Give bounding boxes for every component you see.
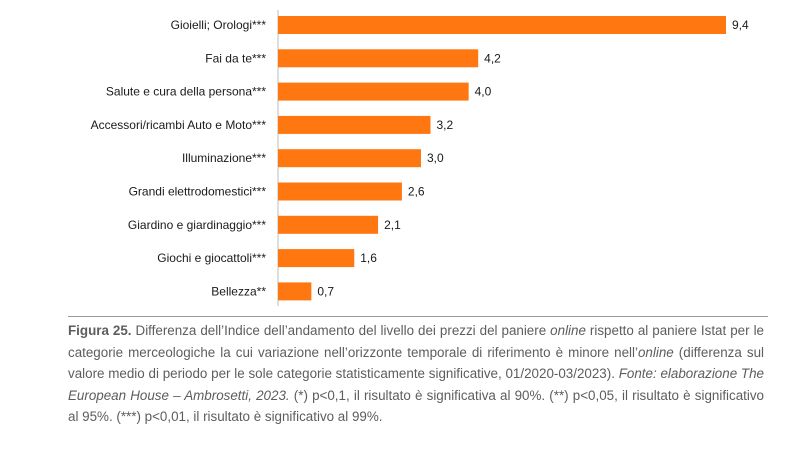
value-label: 1,6 <box>360 251 377 265</box>
caption-online-1: online <box>550 323 586 338</box>
bar <box>278 182 402 201</box>
caption-text-3: (differenza sul valore medio di periodo … <box>68 344 764 382</box>
caption-online-2: online <box>637 344 674 360</box>
bar <box>278 115 431 134</box>
category-label: Gioielli; Orologi*** <box>171 18 267 32</box>
value-label: 4,0 <box>475 85 492 99</box>
category-label: Grandi elettrodomestici*** <box>129 185 267 199</box>
category-label: Illuminazione*** <box>182 151 266 165</box>
value-label: 3,0 <box>427 151 444 165</box>
caption-text-2: rispetto al paniere Istat per le categor… <box>68 323 764 360</box>
bar <box>278 149 421 168</box>
caption-notes: (*) p<0,1, il risultato è significativa … <box>68 387 764 425</box>
category-label: Fai da te*** <box>205 51 266 65</box>
value-label: 0,7 <box>317 284 334 298</box>
category-label: Giardino e giardinaggio*** <box>128 218 266 232</box>
caption-source: Fonte: elaborazione The European House –… <box>68 366 764 403</box>
bar <box>278 215 379 234</box>
figure-caption: Figura 25. Differenza dell’Indice dell’a… <box>68 320 764 428</box>
value-label: 4,2 <box>484 51 501 65</box>
bar <box>278 49 479 68</box>
category-label: Giochi e giocattoli*** <box>157 251 266 265</box>
value-label: 3,2 <box>437 118 454 132</box>
caption-text-1: Differenza dell’Indice dell’andamento de… <box>131 323 551 338</box>
category-label: Bellezza** <box>211 284 266 298</box>
bar <box>278 16 726 34</box>
figure-label: Figura 25. <box>68 323 132 338</box>
category-label: Salute e cura della persona*** <box>106 85 266 99</box>
bar <box>278 249 355 268</box>
value-label: 2,6 <box>408 185 425 199</box>
bar <box>278 282 312 301</box>
value-label: 2,1 <box>384 218 401 232</box>
caption-divider <box>68 316 768 317</box>
category-label: Accessori/ricambi Auto e Moto*** <box>91 118 267 132</box>
bar <box>278 82 469 101</box>
bar-chart: Gioielli; Orologi*** 9,4 Fai da te*** 4,2 Sa… <box>91 10 749 306</box>
value-label: 9,4 <box>732 18 749 32</box>
